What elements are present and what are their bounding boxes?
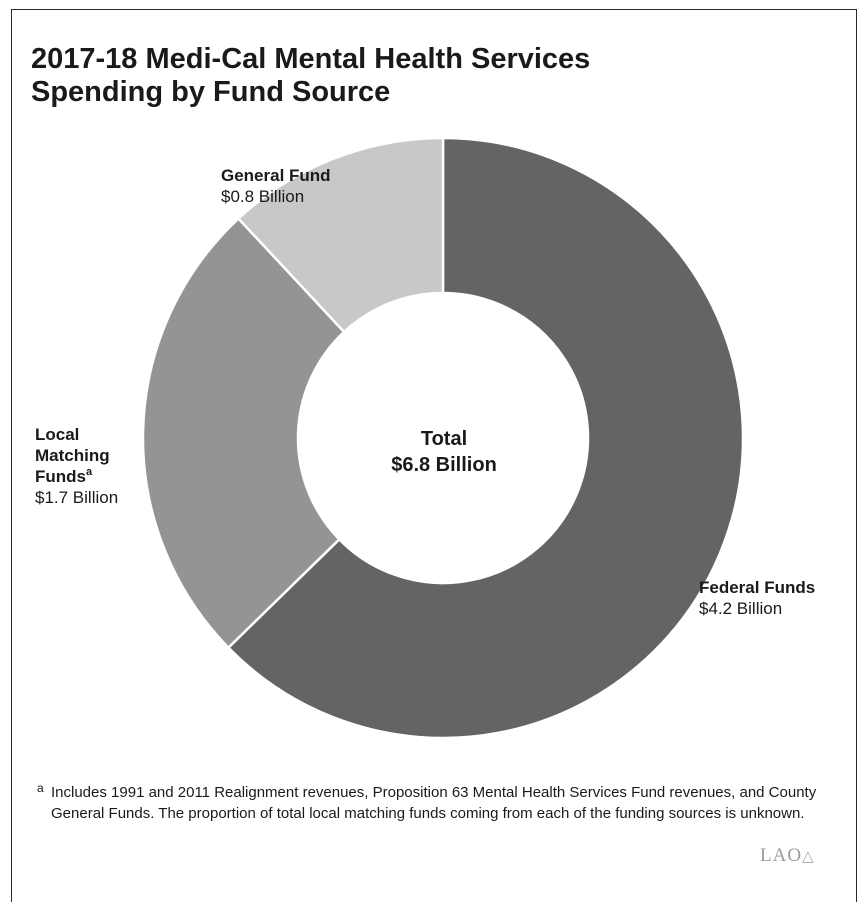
label-general-fund: General Fund $0.8 Billion: [221, 165, 331, 207]
label-local-name-line-3-text: Funds: [35, 467, 86, 486]
slice-local-matching-funds: [141, 216, 346, 650]
chart-title: 2017-18 Medi-Cal Mental Health Services …: [31, 43, 791, 109]
capitol-dome-icon: △: [802, 849, 815, 865]
label-federal-funds: Federal Funds $4.2 Billion: [699, 577, 815, 619]
label-general-fund-name: General Fund: [221, 166, 331, 185]
label-local-name-line-1: Local: [35, 425, 80, 444]
footnote-marker: a: [86, 466, 93, 478]
total-label: Total: [420, 428, 468, 450]
label-local-name-line-3: Fundsa: [35, 466, 118, 487]
figure-frame: [11, 9, 857, 902]
slice-federal-funds: [226, 136, 745, 740]
footnote-text: Includes 1991 and 2011 Realignment reven…: [51, 784, 817, 822]
chart-title-line-2: Spending by Fund Source: [31, 76, 391, 108]
donut-center-total: Total $6.8 Billion: [344, 426, 544, 478]
footnote: a Includes 1991 and 2011 Realignment rev…: [37, 781, 817, 824]
label-local-value: $1.7 Billion: [35, 488, 119, 507]
chart-title-line-1: 2017-18 Medi-Cal Mental Health Services: [31, 43, 591, 75]
label-federal-funds-name: Federal Funds: [699, 578, 816, 597]
label-local-name-line-2: Matching: [35, 446, 110, 465]
lao-logo-text: LAO: [760, 845, 803, 866]
label-federal-funds-value: $4.2 Billion: [699, 599, 783, 618]
lao-logo: LAO△: [760, 845, 815, 867]
footnote-mark: a: [37, 781, 44, 795]
slice-general-fund: [236, 136, 445, 334]
label-general-fund-value: $0.8 Billion: [221, 187, 305, 206]
label-local-matching-funds: Local Matching Fundsa $1.7 Billion: [35, 424, 118, 508]
donut-slices: [141, 136, 745, 740]
total-value: $6.8 Billion: [391, 454, 497, 476]
